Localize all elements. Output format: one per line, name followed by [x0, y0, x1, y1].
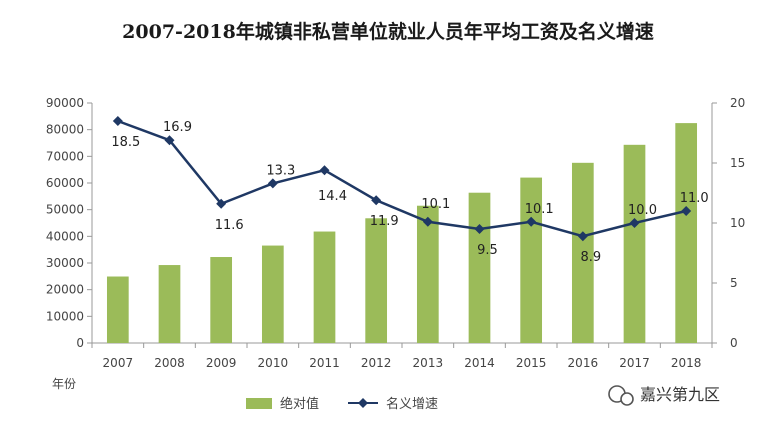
data-label: 11.6: [215, 218, 244, 233]
y-left-tick-label: 30000: [46, 256, 84, 270]
x-axis-label: 年份: [52, 377, 76, 391]
line-point: [629, 218, 640, 228]
x-tick-label: 2014: [464, 356, 495, 370]
y-right-tick-label: 20: [730, 96, 745, 110]
y-left-tick-label: 20000: [46, 283, 84, 297]
line-point: [577, 231, 588, 242]
bar-series: [106, 123, 698, 343]
y-left-tick-label: 50000: [46, 203, 84, 217]
line-point: [474, 224, 485, 234]
y-left-tick-label: 10000: [46, 309, 84, 323]
data-label: 14.4: [318, 189, 347, 204]
bar: [571, 162, 594, 343]
line-point: [422, 216, 433, 227]
y-left-tick-label: 80000: [46, 123, 84, 137]
chart-title: 2007-2018年城镇非私营单位就业人员年平均工资及名义增速: [122, 20, 654, 43]
line-point: [371, 195, 382, 206]
axes: 0 10000 20000 30000 40000 50000 60000 70000 8000…: [46, 96, 745, 370]
line-path: [117, 119, 687, 238]
bar: [675, 123, 698, 343]
bar: [313, 231, 336, 343]
bar: [210, 257, 233, 343]
line-series: [112, 116, 692, 242]
bar: [468, 192, 491, 343]
x-tick-label: 2013: [413, 356, 444, 370]
data-label: 11.9: [370, 214, 399, 229]
x-tick-label: 2017: [619, 356, 650, 370]
bar: [261, 245, 284, 343]
y-right-tick-label: 10: [730, 216, 745, 230]
x-tick-label: 2018: [671, 356, 702, 370]
legend: 绝对值 名义增速: [246, 396, 438, 412]
y-right-tick-label: 5: [730, 276, 738, 290]
legend-bar-swatch: [246, 398, 272, 409]
line-point: [216, 198, 227, 209]
data-label: 18.5: [111, 135, 140, 150]
legend-bar-label: 绝对值: [280, 396, 319, 412]
x-tick-label: 2012: [361, 356, 392, 370]
data-label: 10.1: [525, 202, 554, 217]
bar: [106, 276, 129, 343]
data-label: 16.9: [163, 120, 192, 135]
legend-line-label: 名义增速: [386, 396, 438, 412]
data-label: 8.9: [580, 250, 601, 265]
x-tick-label: 2008: [154, 356, 185, 370]
data-label: 9.5: [477, 243, 498, 258]
line-point: [164, 135, 175, 146]
bar: [416, 205, 439, 343]
y-left-tick-label: 70000: [46, 149, 84, 163]
bar: [623, 144, 646, 343]
data-label: 13.3: [266, 163, 295, 178]
x-tick-label: 2010: [258, 356, 289, 370]
line-point: [319, 165, 330, 176]
y-right-tick-label: 15: [730, 156, 745, 170]
data-label: 10.0: [628, 203, 657, 218]
y-right-tick-label: 0: [730, 336, 738, 350]
wechat-icon: [608, 385, 634, 406]
line-point: [112, 116, 123, 126]
line-point: [681, 206, 692, 216]
x-tick-label: 2007: [103, 356, 134, 370]
legend-line-marker: [358, 398, 368, 408]
bar: [158, 265, 181, 343]
x-tick-label: 2016: [568, 356, 599, 370]
bar: [365, 218, 388, 343]
y-left-tick-label: 90000: [46, 96, 84, 110]
bar: [520, 177, 543, 343]
watermark-text: 嘉兴第九区: [640, 385, 720, 404]
data-label: 11.0: [680, 191, 709, 206]
data-labels: 18.5 16.9 11.6 13.3 14.4 11.9 10.1 9.5 10.1 8.9 10…: [111, 120, 708, 265]
x-tick-label: 2015: [516, 356, 547, 370]
line-point: [267, 178, 278, 189]
data-label: 10.1: [421, 197, 450, 212]
y-left-tick-label: 0: [76, 336, 84, 350]
y-left-tick-label: 40000: [46, 229, 84, 243]
y-left-tick-label: 60000: [46, 176, 84, 190]
x-tick-label: 2011: [309, 356, 340, 370]
line-point: [526, 216, 537, 227]
x-tick-label: 2009: [206, 356, 237, 370]
watermark: 嘉兴第九区: [608, 385, 720, 406]
